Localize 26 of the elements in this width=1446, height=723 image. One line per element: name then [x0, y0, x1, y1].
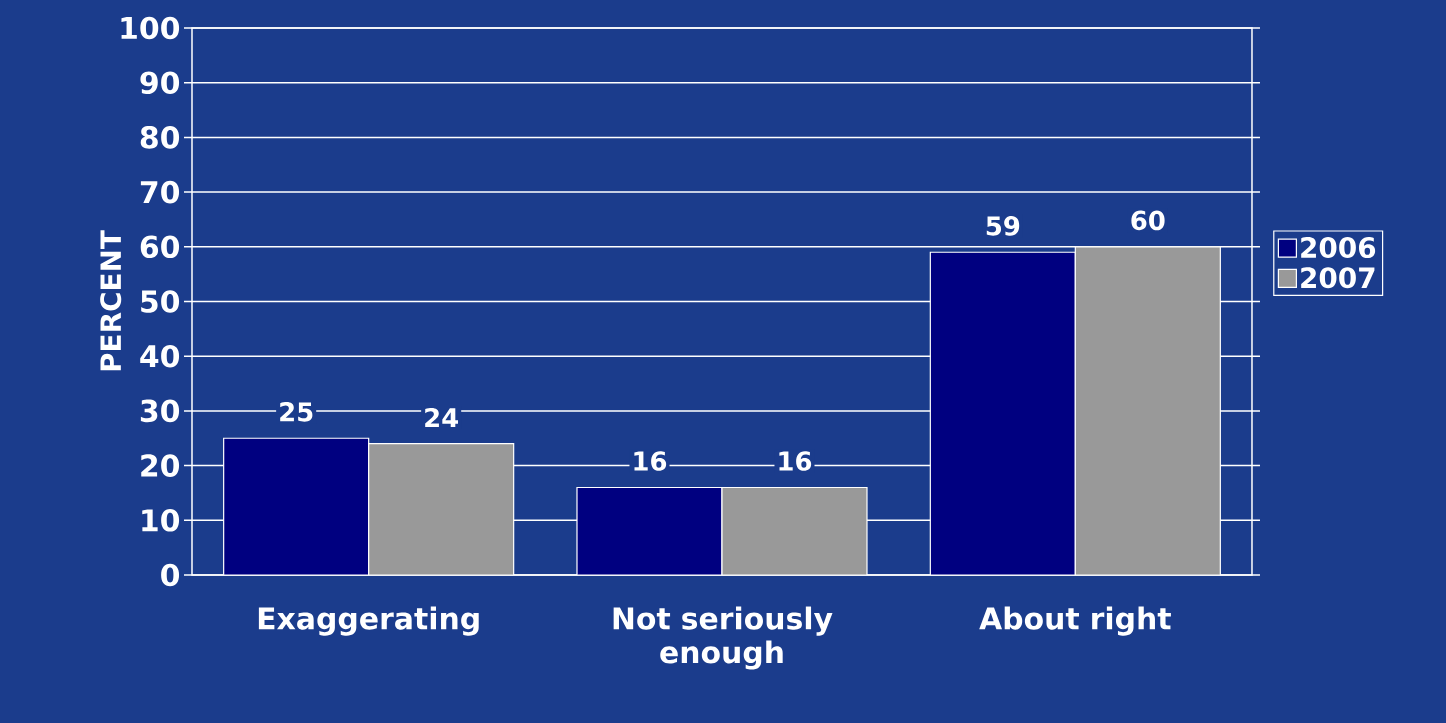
- data-label: 59: [986, 216, 1020, 236]
- y-tick-label: 90: [140, 71, 180, 94]
- bar: [576, 486, 723, 575]
- y-axis-title: PERCENT: [100, 230, 122, 371]
- y-tick-label: 10: [142, 508, 180, 532]
- bar: [223, 437, 370, 575]
- y-tick-label: 60: [140, 235, 180, 259]
- y-tick-label: 80: [140, 126, 180, 149]
- legend-label: 2006: [1301, 237, 1376, 259]
- y-tick-label: 30: [140, 399, 180, 423]
- x-tick-label: Exaggerating: [258, 606, 479, 636]
- legend-label: 2007: [1301, 267, 1375, 289]
- bar: [929, 251, 1076, 575]
- data-label: 16: [634, 451, 667, 471]
- y-tick-label: 100: [121, 16, 180, 40]
- y-tick-label: 40: [140, 344, 180, 368]
- y-tick-label: 20: [141, 454, 180, 477]
- data-label: 25: [280, 402, 313, 422]
- x-tick-label: Not seriously enough: [613, 606, 833, 670]
- x-tick-label: About right: [979, 606, 1171, 636]
- y-tick-label: 50: [141, 290, 180, 313]
- data-label: 24: [425, 407, 459, 428]
- data-label: 16: [779, 451, 812, 471]
- y-tick-label: 70: [140, 180, 180, 204]
- y-tick-label: 0: [161, 563, 180, 587]
- data-label: 60: [1131, 210, 1165, 231]
